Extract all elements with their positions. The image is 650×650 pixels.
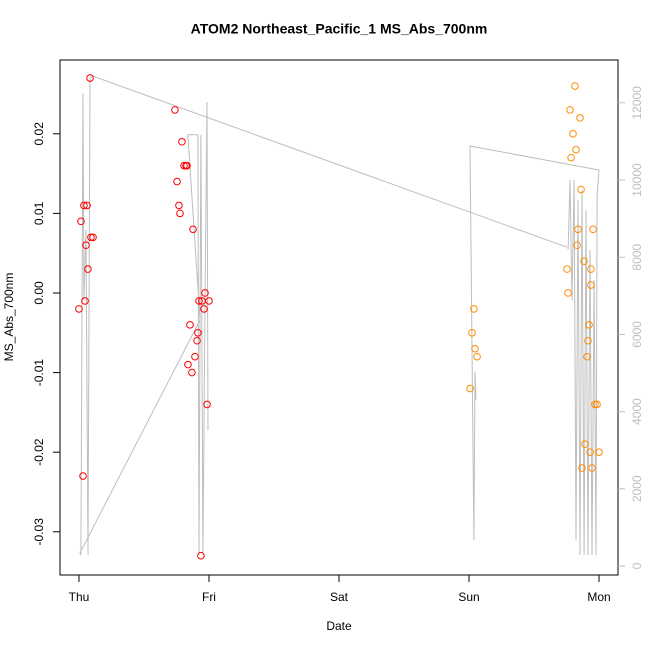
- y2-tick-label: 2000: [630, 475, 644, 502]
- point: [171, 106, 179, 114]
- point: [80, 201, 88, 210]
- point: [180, 161, 188, 170]
- point: [587, 265, 595, 273]
- y2-tick-label: 4000: [630, 398, 644, 425]
- point: [586, 448, 594, 456]
- point: [176, 209, 184, 218]
- line: [79, 75, 600, 556]
- y2-tick-label: 8000: [630, 244, 644, 271]
- point: [81, 297, 89, 305]
- point: [581, 440, 589, 449]
- y2-tick-label: 10000: [630, 163, 644, 197]
- point: [188, 368, 196, 377]
- point: [572, 145, 580, 154]
- point: [576, 114, 584, 122]
- point: [77, 217, 85, 226]
- point: [571, 82, 579, 90]
- x-tick-label: Thu: [69, 590, 90, 604]
- point: [584, 336, 592, 345]
- point: [567, 153, 575, 162]
- x-tick-label: Mon: [587, 590, 610, 604]
- point: [588, 464, 596, 472]
- point: [86, 74, 94, 82]
- point: [200, 305, 208, 313]
- point: [591, 400, 599, 409]
- point: [564, 289, 572, 297]
- y2-tick-label: 0: [630, 562, 644, 569]
- point: [191, 352, 199, 361]
- point: [593, 400, 601, 409]
- point: [466, 384, 474, 393]
- point: [189, 225, 197, 234]
- point: [87, 233, 95, 242]
- point: [194, 328, 202, 337]
- point: [595, 448, 603, 456]
- point: [193, 336, 201, 345]
- point: [577, 185, 585, 194]
- point: [183, 161, 191, 170]
- point: [75, 305, 83, 313]
- y-tick-label: 0.01: [32, 201, 46, 225]
- y-tick-label: -0.02: [32, 438, 46, 466]
- point: [89, 233, 97, 242]
- point: [468, 328, 476, 337]
- point: [178, 137, 186, 146]
- plot-frame: [59, 59, 619, 576]
- y-tick-label: -0.01: [32, 359, 46, 387]
- point: [587, 281, 595, 289]
- point: [201, 289, 209, 297]
- point: [84, 265, 92, 273]
- y-tick-label: 0.00: [32, 281, 46, 305]
- point: [574, 225, 582, 234]
- point: [203, 400, 211, 409]
- x-tick-label: Sun: [458, 590, 479, 604]
- point: [195, 297, 203, 305]
- x-axis-label: Date: [326, 619, 352, 633]
- point: [470, 305, 478, 313]
- point: [573, 241, 581, 250]
- point: [578, 464, 586, 472]
- y2-tick-label: 12000: [630, 86, 644, 120]
- x-tick-label: Fri: [202, 590, 216, 604]
- point: [580, 257, 588, 265]
- point: [569, 129, 577, 138]
- y-tick-label: 0.02: [32, 122, 46, 146]
- point: [471, 344, 479, 353]
- x-tick-label: Sat: [330, 590, 349, 604]
- y-axis-label: MS_Abs_700nm: [2, 273, 16, 362]
- point: [184, 360, 192, 369]
- point: [175, 201, 183, 210]
- point: [473, 352, 481, 361]
- point: [79, 472, 87, 480]
- point: [205, 297, 213, 305]
- point: [585, 321, 593, 329]
- point: [82, 241, 90, 250]
- point: [566, 106, 574, 114]
- point: [173, 177, 181, 186]
- y2-tick-label: 6000: [630, 321, 644, 348]
- point: [589, 225, 597, 234]
- point: [83, 201, 91, 210]
- point: [186, 321, 194, 329]
- chart-title: ATOM2 Northeast_Pacific_1 MS_Abs_700nm: [191, 21, 488, 37]
- point: [197, 551, 205, 560]
- point: [583, 352, 591, 361]
- point: [563, 265, 571, 273]
- y-tick-label: -0.03: [32, 518, 46, 546]
